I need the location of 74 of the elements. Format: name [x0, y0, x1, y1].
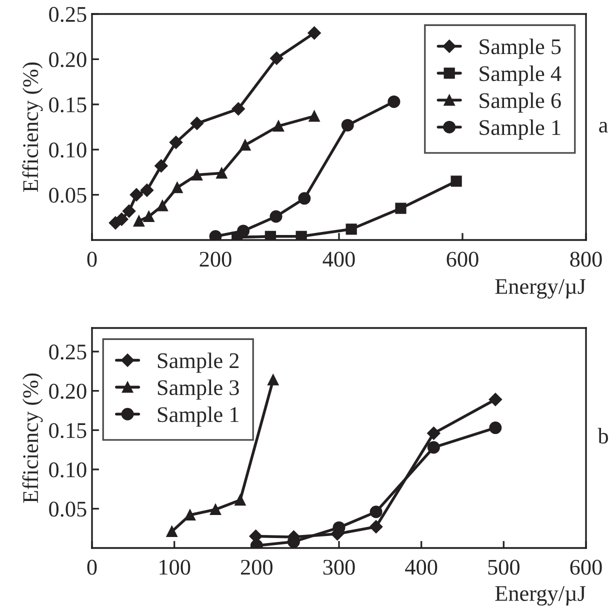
point — [184, 509, 196, 521]
x-tick-label: 200 — [240, 560, 272, 575]
x-tick-label: 400 — [405, 560, 438, 575]
legend-label: Sample 1 — [480, 119, 560, 140]
point — [370, 506, 382, 518]
x-tick-label: 300 — [323, 560, 355, 575]
y-tick-label: 0.05 — [49, 502, 86, 517]
x-axis-title: Energy/µJ — [495, 586, 586, 606]
point — [237, 224, 250, 238]
y-tick-label: 0.25 — [49, 344, 86, 360]
point — [298, 192, 311, 205]
legend-label: Sample 4 — [480, 66, 562, 86]
point — [122, 204, 136, 218]
point — [190, 116, 204, 130]
x-axis-title: Energy/µJ — [495, 279, 586, 299]
point — [308, 110, 320, 122]
text: a — [599, 122, 608, 133]
y-tick-label: 0.10 — [49, 462, 86, 478]
point — [154, 159, 168, 172]
point — [172, 182, 183, 194]
y-tick-label: 0.15 — [49, 423, 86, 438]
point — [232, 102, 245, 116]
point — [272, 120, 284, 132]
point — [488, 392, 502, 406]
point — [369, 520, 383, 534]
point — [450, 176, 462, 187]
x-tick-label: 0 — [87, 560, 97, 575]
y-tick-label: 0.05 — [49, 188, 86, 203]
point — [169, 136, 183, 149]
x-tick-label: 600 — [570, 560, 602, 575]
text: b — [598, 428, 608, 444]
x-tick-label: 100 — [160, 560, 190, 575]
y-tick-label: 0.15 — [49, 97, 86, 112]
point — [216, 168, 228, 179]
legend-label: Sample 2 — [158, 352, 239, 373]
point — [115, 212, 128, 226]
point — [156, 200, 168, 212]
y-tick-label: 0.25 — [49, 6, 86, 22]
point — [140, 184, 154, 197]
y-tick-label: 0.20 — [49, 384, 86, 399]
point — [308, 26, 321, 40]
x-tick-label: 0 — [87, 252, 97, 267]
point — [341, 118, 354, 132]
point — [133, 215, 144, 227]
point — [270, 210, 282, 223]
point — [427, 426, 440, 440]
y-axis-title: Efficiency (%) — [22, 373, 43, 503]
legend-label: Sample 5 — [480, 38, 561, 59]
point — [191, 169, 203, 180]
point — [388, 95, 400, 108]
point — [130, 188, 144, 202]
point — [209, 230, 222, 240]
point — [427, 441, 440, 454]
x-tick-label: 600 — [446, 252, 478, 267]
x-tick-label: 400 — [322, 252, 355, 267]
point — [166, 526, 178, 538]
point — [395, 202, 406, 214]
point — [143, 210, 154, 222]
point — [489, 422, 502, 434]
legend-label: Sample 1 — [158, 406, 238, 427]
x-tick-label: 800 — [570, 252, 602, 267]
y-axis-title: Efficiency (%) — [22, 62, 43, 192]
point — [210, 504, 222, 516]
legend-label: Sample 6 — [480, 92, 561, 113]
y-tick-label: 0.10 — [49, 142, 86, 158]
x-tick-label: 200 — [200, 252, 232, 267]
point — [240, 140, 251, 151]
x-tick-label: 500 — [488, 560, 520, 575]
legend-label: Sample 3 — [158, 380, 239, 400]
point — [346, 224, 357, 235]
point — [234, 494, 246, 506]
point — [270, 52, 284, 65]
point — [268, 374, 279, 386]
y-tick-label: 0.20 — [49, 52, 86, 68]
